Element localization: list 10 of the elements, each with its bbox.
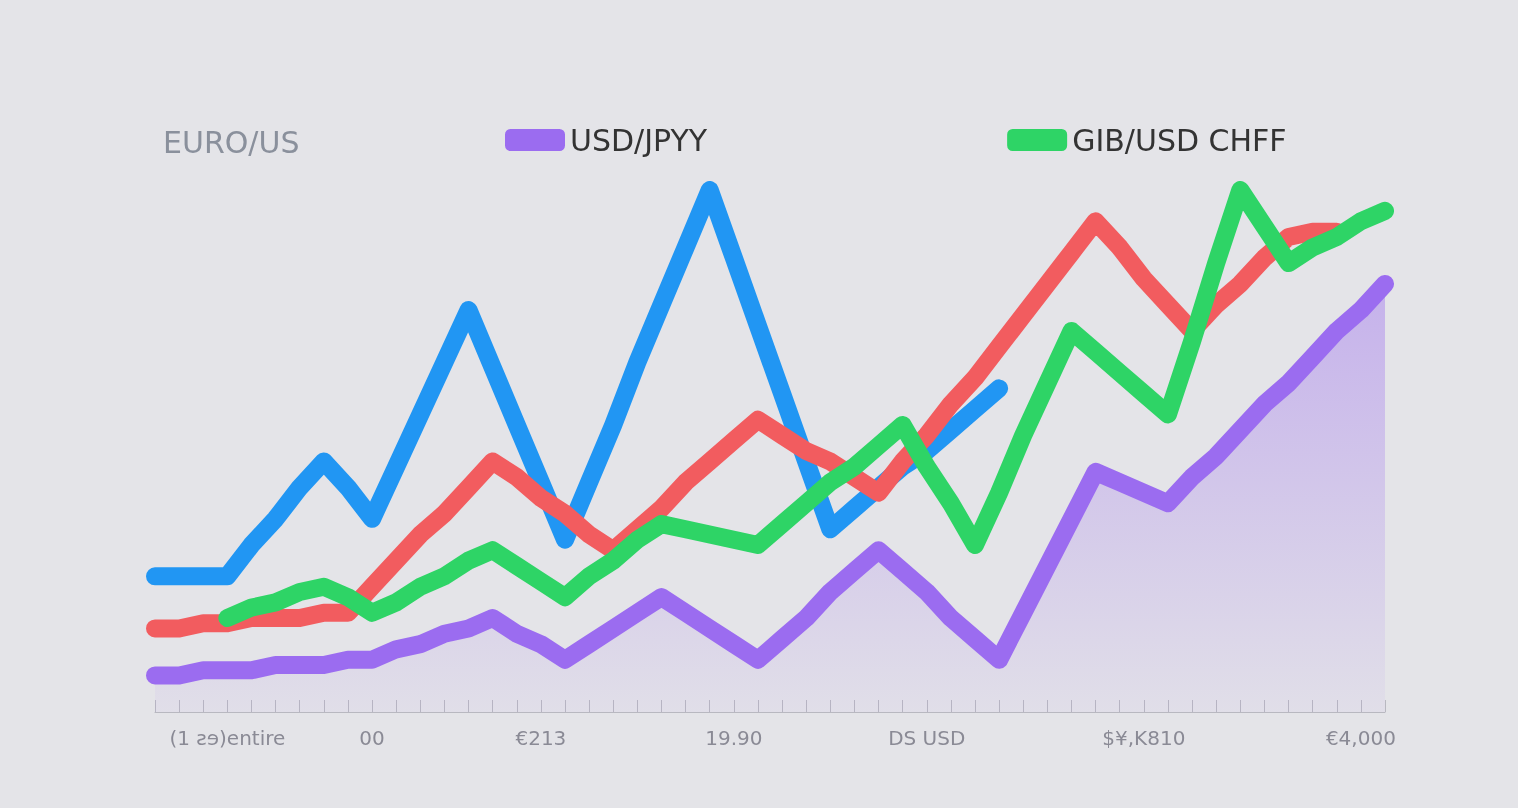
legend-label: GIB/USD CHFF [1072,122,1287,158]
x-tick-label: $¥,K810 [1102,726,1186,750]
x-tick-label: DS USD [888,726,966,750]
x-tick-label: 00 [359,726,385,750]
chart-title: EURO/US [163,124,300,160]
legend-label: USD/JPYY [570,122,708,158]
x-tick-label: €213 [515,726,567,750]
x-tick-label: €4,000 [1325,726,1396,750]
x-tick-label: 19.90 [705,726,763,750]
x-tick-label: (1 ƨɘ)entire [169,726,286,750]
